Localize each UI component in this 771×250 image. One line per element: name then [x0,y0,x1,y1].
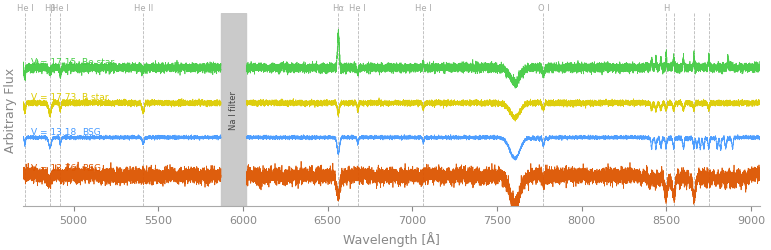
Text: Be star: Be star [82,58,114,66]
Text: He I: He I [349,4,366,13]
Text: He I: He I [52,4,69,13]
Text: He I: He I [415,4,432,13]
Text: BSG: BSG [82,128,101,137]
Text: V = 17.15: V = 17.15 [31,58,82,66]
Text: RSG: RSG [82,163,101,172]
Text: V = 13.76: V = 13.76 [31,163,82,172]
Text: Hα: Hα [332,4,345,13]
Text: O I: O I [537,4,550,13]
Text: He I: He I [16,4,33,13]
Text: He II: He II [133,4,153,13]
Text: B star: B star [82,93,109,102]
Text: H: H [663,4,669,13]
Text: Hβ: Hβ [44,4,56,13]
Text: Na I filter: Na I filter [229,90,238,129]
Text: V = 17.73: V = 17.73 [31,93,82,102]
X-axis label: Wavelength [Å]: Wavelength [Å] [343,231,439,246]
Bar [221,14,247,206]
Y-axis label: Arbitrary Flux: Arbitrary Flux [4,68,17,152]
Text: V = 13.18: V = 13.18 [31,128,82,137]
